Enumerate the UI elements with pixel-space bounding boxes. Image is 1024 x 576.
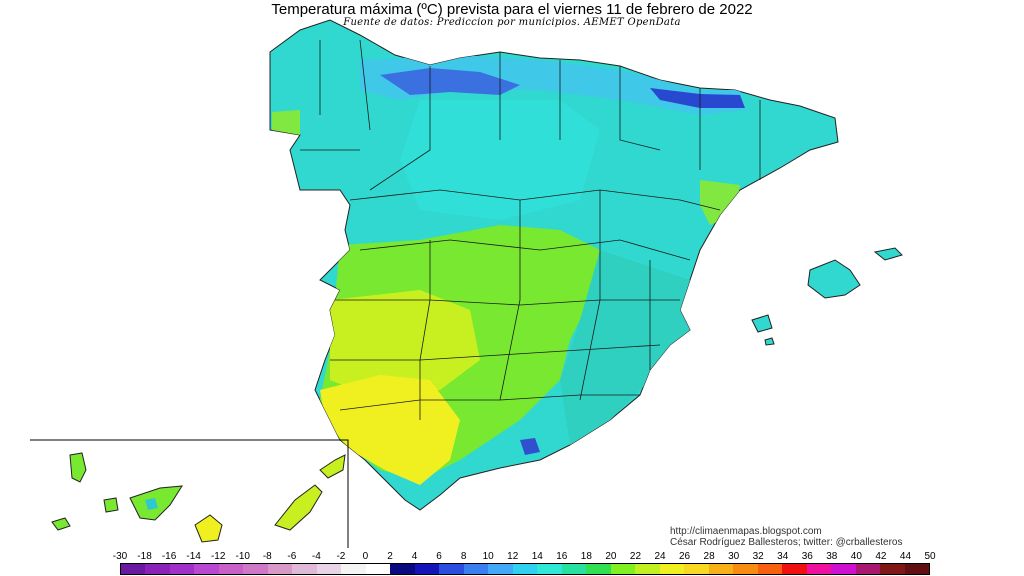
- legend-tick-label: 18: [580, 551, 592, 562]
- legend-swatch: [512, 564, 538, 574]
- legend-tick-labels: -30 -18 -16 -14 -12 -10 -8 -6 -4 -2 0 2 4 6 8 10 12 14 16 1…: [0, 551, 1024, 563]
- legend-tick-label: 10: [482, 551, 494, 562]
- legend-tick-label: 2: [387, 551, 393, 562]
- guadalquivir-warm-zone: [320, 375, 460, 485]
- el-hierro-island: [51, 517, 71, 531]
- peninsula-map: [269, 19, 903, 511]
- legend-swatch: [684, 564, 709, 574]
- legend-swatch: [463, 564, 489, 574]
- legend-tick-label: 38: [826, 551, 838, 562]
- province-borders: [300, 39, 761, 420]
- legend-swatch: [880, 564, 905, 574]
- legend-swatch: [292, 564, 317, 574]
- legend-swatch: [218, 564, 244, 574]
- canarias-inset: [30, 439, 349, 548]
- legend-tick-label: 8: [460, 551, 467, 562]
- legend-tick-label: 6: [436, 551, 442, 562]
- legend-tick-label: -18: [137, 551, 152, 562]
- meseta-norte-zone: [400, 100, 600, 220]
- legend-tick-label: -14: [186, 551, 201, 562]
- legend-tick-label: -10: [235, 551, 250, 562]
- legend-swatch: [757, 564, 783, 574]
- legend-tick-label: 40: [850, 551, 862, 562]
- legend-swatch: [194, 564, 219, 574]
- map-subtitle: Fuente de datos: Prediccion por municipi…: [343, 17, 681, 28]
- legend-swatch: [831, 564, 856, 574]
- legend-tick-label: 22: [629, 551, 642, 562]
- mountain-cold-zone-2: [650, 88, 745, 108]
- legend-swatch: [243, 564, 268, 574]
- legend-tick-label: 16: [556, 551, 568, 562]
- legend-tick-label: -8: [262, 551, 272, 562]
- legend-swatch: [316, 564, 342, 574]
- legend-tick-label: -4: [311, 551, 321, 562]
- ibiza-island: [751, 314, 773, 333]
- legend-color-bar: [120, 563, 930, 575]
- legend-swatch: [169, 564, 195, 574]
- legend-swatch: [365, 564, 391, 574]
- legend-swatch: [904, 564, 929, 574]
- legend-swatch: [659, 564, 685, 574]
- legend-swatch: [341, 564, 366, 574]
- mallorca-island: [807, 259, 861, 299]
- legend-tick-label: -2: [336, 551, 346, 562]
- legend-swatch: [782, 564, 807, 574]
- legend-swatch: [610, 564, 636, 574]
- sierra-nevada-cold-zone: [520, 438, 540, 455]
- legend-tick-label: -12: [210, 551, 226, 562]
- legend-tick-label: 34: [777, 551, 789, 562]
- legend-swatch: [267, 564, 293, 574]
- legend-tick-label: 44: [899, 551, 912, 562]
- legend-swatch: [145, 564, 170, 574]
- map-title: Temperatura máxima (ºC) prevista para el…: [271, 1, 753, 18]
- legend-swatch: [708, 564, 734, 574]
- cantabrian-cool-zone: [360, 55, 745, 115]
- mountain-cold-zone-1: [380, 68, 520, 95]
- legend-tick-label: -6: [287, 551, 297, 562]
- menorca-island: [873, 247, 903, 261]
- formentera-island: [764, 337, 775, 346]
- legend-tick-label: 20: [605, 551, 617, 562]
- legend-tick-label: 0: [362, 551, 369, 562]
- legend-tick-label: 12: [507, 551, 519, 562]
- legend-swatch: [439, 564, 464, 574]
- legend-tick-label: 32: [752, 551, 764, 562]
- author-credit: César Rodríguez Ballesteros; twitter: @c…: [670, 537, 903, 548]
- legend-tick-label: -30: [112, 551, 128, 562]
- legend-swatch: [855, 564, 881, 574]
- legend-tick-label: 30: [728, 551, 740, 562]
- legend-swatch: [121, 564, 146, 574]
- lanzarote-island: [319, 454, 346, 479]
- legend-swatch: [635, 564, 660, 574]
- legend-swatch: [733, 564, 758, 574]
- legend-swatch: [586, 564, 611, 574]
- galicia-coast-zone: [272, 110, 300, 135]
- fuerteventura-island: [274, 484, 323, 531]
- legend-swatch: [561, 564, 587, 574]
- legend-tick-label: 24: [654, 551, 666, 562]
- legend-tick-label: -16: [161, 551, 177, 562]
- legend-swatch: [414, 564, 440, 574]
- blog-credit: http://climaenmapas.blogspot.com: [670, 526, 822, 537]
- inset-frame: [30, 439, 349, 548]
- la-palma-island: [69, 452, 87, 483]
- legend-tick-label: 4: [411, 551, 418, 562]
- legend-swatch: [390, 564, 415, 574]
- gran-canaria-island: [194, 514, 223, 543]
- legend-tick-label: 26: [678, 551, 691, 562]
- extremadura-warm-zone: [330, 290, 480, 400]
- legend-tick-label: 28: [703, 551, 715, 562]
- legend-swatch: [806, 564, 832, 574]
- legend-swatch: [537, 564, 562, 574]
- legend-swatch: [488, 564, 513, 574]
- legend-tick-label: 50: [924, 551, 936, 562]
- la-gomera-island: [103, 497, 119, 513]
- legend-tick-label: 14: [531, 551, 543, 562]
- legend-tick-label: 42: [875, 551, 887, 562]
- teide-cold-spot: [145, 498, 158, 510]
- legend-tick-label: 36: [801, 551, 813, 562]
